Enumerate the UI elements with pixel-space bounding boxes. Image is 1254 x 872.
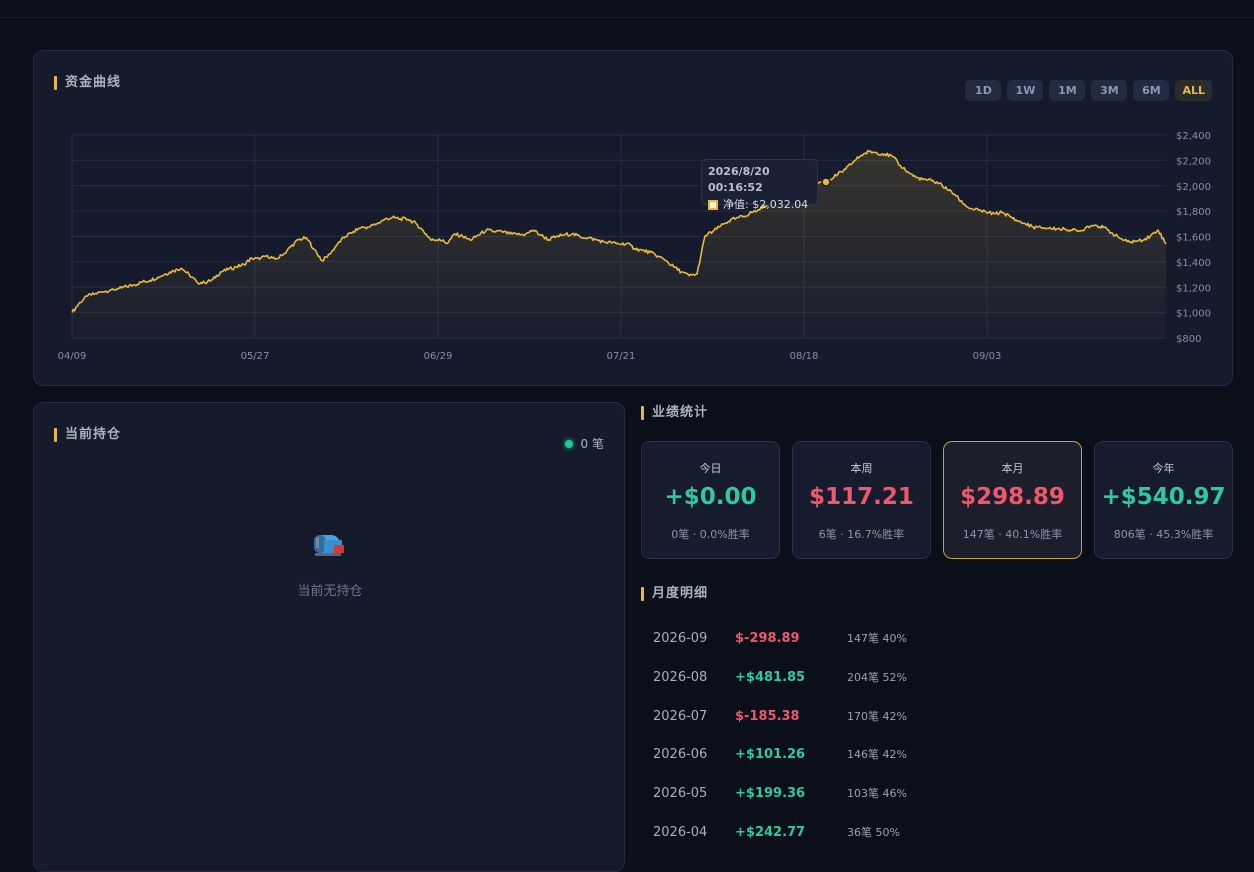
month-pnl: +$199.36 [735, 786, 806, 802]
range-button-1m[interactable]: 1M [1049, 80, 1086, 101]
month-detail: 170笔 42% [847, 709, 907, 723]
positions-card: 当前持仓 0 笔 当前无持仓 [33, 402, 625, 872]
stat-label: 今日 [699, 462, 722, 475]
range-button-1w[interactable]: 1W [1007, 80, 1044, 101]
equity-line [71, 149, 1167, 313]
equity-chart[interactable]: $800 $1,000 $1,200 $1,400 $1,600 $1,800 $2,000… [34, 51, 1234, 387]
range-button-1d[interactable]: 1D [965, 80, 1002, 101]
top-bar [0, 0, 1254, 18]
chart-tooltip: 2026/8/20 00:16:52 净值: $2,032.04 [701, 159, 818, 211]
y-tick-label: $800 [1176, 334, 1201, 345]
stat-card[interactable]: 今日 +$0.00 0笔 · 0.0%胜率 [641, 441, 780, 559]
hover-point [821, 177, 831, 187]
equity-curve-card: 资金曲线 1D 1W 1M 3M 6M ALL $800 $1,000 $1,200 $1,40… [33, 50, 1233, 386]
month-label: 2026-05 [653, 786, 708, 802]
y-tick-label: $1,400 [1176, 258, 1211, 269]
month-detail: 147笔 40% [847, 632, 907, 645]
month-label: 2026-06 [653, 747, 708, 763]
performance-title: 业绩统计 [641, 405, 708, 421]
month-detail: 146笔 42% [847, 748, 907, 762]
stat-value: +$0.00 [664, 484, 757, 510]
range-button-3m[interactable]: 3M [1091, 80, 1128, 101]
y-tick-label: $1,600 [1176, 233, 1211, 244]
y-tick-label: $1,800 [1176, 207, 1211, 218]
x-tick-label: 05/27 [241, 351, 270, 362]
month-pnl: $-185.38 [735, 708, 800, 724]
positions-title: 当前持仓 [54, 427, 121, 443]
tooltip-time: 2026/8/20 00:16:52 [708, 165, 770, 194]
mailbox-icon [314, 535, 344, 556]
stat-label: 本月 [1001, 462, 1024, 475]
stat-card[interactable]: 今年 +$540.97 806笔 · 45.3%胜率 [1094, 441, 1233, 559]
stat-detail: 806笔 · 45.3%胜率 [1113, 528, 1214, 541]
month-label: 2026-07 [653, 708, 708, 724]
month-detail: 103笔 46% [847, 787, 907, 801]
monthly-title: 月度明细 [641, 586, 708, 602]
month-label: 2026-09 [653, 631, 708, 646]
x-tick-label: 08/18 [790, 351, 819, 362]
month-label: 2026-08 [653, 669, 708, 685]
positions-count: 0 笔 [564, 435, 604, 452]
stat-value: $117.21 [809, 484, 914, 510]
stat-card[interactable]: 本周 $117.21 6笔 · 16.7%胜率 [792, 441, 931, 559]
stat-value: +$540.97 [1101, 484, 1226, 510]
stat-detail: 147笔 · 40.1%胜率 [962, 528, 1063, 541]
x-tick-label: 04/09 [58, 351, 87, 362]
stat-label: 今年 [1152, 462, 1175, 475]
status-dot-icon [564, 439, 573, 448]
month-pnl: $-298.89 [735, 631, 800, 646]
month-pnl: +$242.77 [735, 825, 806, 840]
x-tick-label: 07/21 [607, 351, 636, 362]
month-detail: 204笔 52% [847, 670, 907, 684]
range-button-all[interactable]: ALL [1175, 80, 1212, 101]
stat-card[interactable]: 本月 $298.89 147笔 · 40.1%胜率 [943, 441, 1082, 559]
y-tick-label: $2,000 [1176, 182, 1211, 193]
x-tick-label: 06/29 [424, 351, 453, 362]
x-tick-label: 09/03 [973, 351, 1002, 362]
month-label: 2026-04 [653, 825, 708, 840]
empty-positions-text: 当前无持仓 [297, 584, 363, 599]
range-selector: 1D 1W 1M 3M 6M ALL [965, 80, 1212, 101]
stat-label: 本周 [850, 462, 873, 475]
tooltip-swatch [708, 200, 718, 210]
y-tick-label: $1,000 [1176, 309, 1211, 320]
range-button-6m[interactable]: 6M [1133, 80, 1170, 101]
y-tick-label: $2,200 [1176, 156, 1211, 167]
positions-count-label: 0 笔 [580, 437, 604, 451]
month-pnl: +$101.26 [735, 747, 806, 763]
equity-title: 资金曲线 [54, 75, 121, 91]
month-detail: 36笔 50% [847, 826, 900, 839]
stat-detail: 6笔 · 16.7%胜率 [818, 528, 905, 541]
stat-detail: 0笔 · 0.0%胜率 [671, 528, 750, 541]
y-tick-label: $1,200 [1176, 283, 1211, 294]
y-tick-label: $2,400 [1176, 131, 1211, 142]
tooltip-value: 净值: $2,032.04 [723, 198, 809, 211]
month-pnl: +$481.85 [735, 669, 806, 685]
stat-value: $298.89 [960, 484, 1065, 510]
